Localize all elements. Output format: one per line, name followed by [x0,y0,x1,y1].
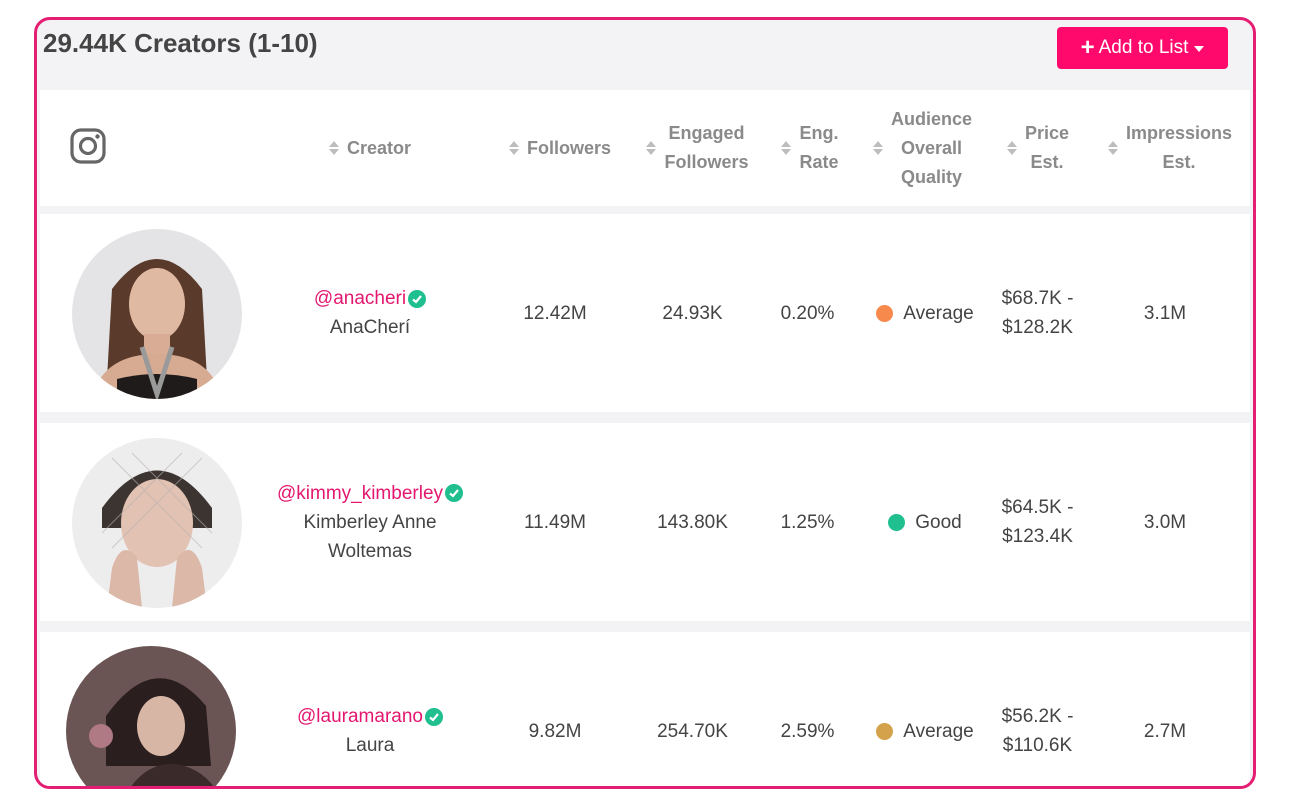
quality-cell: Average [860,632,990,786]
table-row[interactable]: @kimmy_kimberley Kimberley Anne Woltemas… [40,423,1250,621]
verified-check-icon [408,289,427,308]
price-min: $64.5K - [1001,497,1074,518]
quality-label: Average [903,302,974,324]
column-header-label: Followers [526,137,611,158]
creator-name-line: Kimberley Anne [303,511,437,533]
column-header-label: Eng. Rate [799,123,839,172]
plus-icon: + [1080,34,1095,61]
creator-handle[interactable]: @kimmy_kimberley [276,482,444,504]
table-row[interactable]: @lauramarano Laura 9.82M 254.70K 2.59% A… [40,632,1250,786]
sort-icon [328,141,339,155]
followers-cell: 12.42M [523,302,587,324]
sort-icon [646,141,657,155]
sort-icon [872,141,883,155]
column-header-label: Engaged Followers [664,123,749,172]
column-header-creator[interactable]: Creator [310,90,430,206]
add-to-list-label: Add to List [1098,37,1189,58]
engaged-followers-cell: 24.93K [662,302,723,324]
price-max: $123.4K [1002,526,1073,547]
column-header-price-est[interactable]: Price Est. [998,90,1078,206]
column-header-label: Impressions Est. [1125,123,1233,172]
column-header-followers[interactable]: Followers [495,90,625,206]
column-header-audience-quality[interactable]: Audience Overall Quality [865,90,980,206]
sort-icon [508,141,519,155]
creator-handle-link[interactable]: @anacheri [313,284,427,313]
engaged-followers-cell: 254.70K [657,720,728,742]
column-header-label: Price Est. [1024,123,1070,172]
sort-icon [1107,141,1118,155]
sort-icon [1006,141,1017,155]
eng-rate-cell: 1.25% [780,511,835,533]
column-header-eng-rate[interactable]: Eng. Rate [775,90,845,206]
followers-cell: 11.49M [524,511,586,533]
followers-cell: 9.82M [528,720,582,742]
price-max: $110.6K [1002,735,1073,756]
table-row[interactable]: @anacheri AnaCherí 12.42M 24.93K 0.20% A… [40,214,1250,412]
quality-indicator-dot [876,304,894,322]
engaged-followers-cell: 143.80K [657,511,728,533]
verified-check-icon [445,484,464,502]
quality-cell: Average [860,214,990,412]
creator-name: AnaCherí [329,317,411,338]
price-min: $68.7K - [1001,288,1074,309]
instagram-icon [70,128,106,164]
column-header-impressions-est[interactable]: Impressions Est. [1100,90,1240,206]
add-to-list-button[interactable]: + Add to List [1057,27,1228,69]
creator-handle[interactable]: @lauramarano [297,706,423,727]
verified-check-icon [424,707,443,726]
quality-label: Good [915,511,962,533]
column-header-label: Creator [346,137,412,158]
price-est-cell: $68.7K - $128.2K [990,214,1085,412]
avatar[interactable] [72,229,242,399]
caret-down-icon [1194,46,1205,52]
quality-indicator-dot [876,722,894,740]
avatar[interactable] [72,438,242,608]
creator-name: Laura [345,735,395,756]
avatar[interactable] [66,646,236,786]
eng-rate-cell: 2.59% [780,720,835,742]
impressions-est-cell: 3.0M [1143,511,1187,533]
column-header-label: Audience Overall Quality [890,108,973,187]
price-est-cell: $56.2K - $110.6K [990,632,1085,786]
creator-cell: @lauramarano Laura [265,632,475,786]
quality-indicator-dot [888,513,906,531]
sort-icon [781,141,792,155]
creator-cell: @anacheri AnaCherí [265,214,475,412]
price-est-cell: $64.5K - $123.4K [990,423,1085,621]
creator-handle[interactable]: @anacheri [313,288,407,309]
price-min: $56.2K - [1001,706,1074,727]
creator-name-line: Woltemas [327,540,413,562]
impressions-est-cell: 2.7M [1143,720,1187,742]
quality-label: Average [903,720,974,742]
impressions-est-cell: 3.1M [1143,302,1187,324]
eng-rate-cell: 0.20% [780,302,835,324]
creator-cell: @kimmy_kimberley Kimberley Anne Woltemas [265,423,475,621]
table-header: Creator Followers Engaged Followers Eng. R… [40,90,1250,206]
results-title: 29.44K Creators (1-10) [43,28,318,58]
column-header-engaged-followers[interactable]: Engaged Followers [635,90,760,206]
creator-handle-link[interactable]: @lauramarano [297,702,443,731]
creator-handle-link[interactable]: @kimmy_kimberley [276,479,464,508]
creators-panel: 29.44K Creators (1-10) + Add to List Cre… [34,17,1256,789]
quality-cell: Good [860,423,990,621]
price-max: $128.2K [1002,317,1073,338]
